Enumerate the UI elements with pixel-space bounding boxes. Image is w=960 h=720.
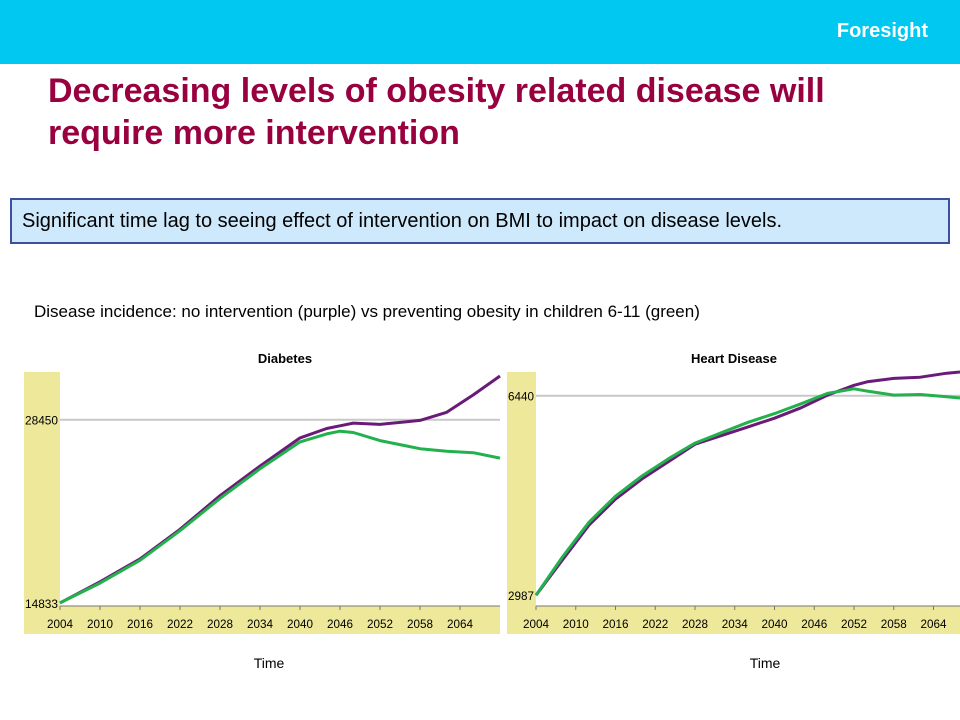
x-tick-label: 2022	[167, 617, 193, 631]
x-axis-panel	[24, 606, 500, 634]
y-axis-panel	[507, 372, 536, 634]
x-tick-label: 2046	[801, 617, 827, 631]
chart-subtitle: Disease incidence: no intervention (purp…	[34, 302, 700, 321]
y-tick-label: 2987	[508, 589, 534, 603]
x-tick-label: 2004	[523, 617, 549, 631]
slide-title: Decreasing levels of obesity related dis…	[48, 72, 825, 152]
chart-title-heart-disease: Heart Disease	[691, 351, 777, 366]
x-tick-label: 2058	[881, 617, 907, 631]
x-tick-label: 2034	[247, 617, 273, 631]
x-tick-label: 2040	[287, 617, 313, 631]
x-axis-label-heart-disease: Time	[749, 655, 781, 671]
x-tick-label: 2010	[87, 617, 113, 631]
x-axis-label-diabetes: Time	[253, 655, 285, 671]
y-tick-label: 14833	[25, 597, 58, 611]
x-tick-label: 2010	[563, 617, 589, 631]
x-tick-label: 2034	[722, 617, 748, 631]
x-tick-label: 2028	[682, 617, 708, 631]
x-tick-label: 2052	[367, 617, 393, 631]
x-tick-label: 2058	[407, 617, 433, 631]
x-tick-label: 2004	[47, 617, 73, 631]
x-tick-label: 2022	[642, 617, 668, 631]
x-tick-label: 2052	[841, 617, 867, 631]
chart-heart-disease: 2987 6440 2004 2010 2016 2022 2028 2034 2040 2046…	[507, 370, 960, 634]
x-tick-label: 2028	[207, 617, 233, 631]
series-line-prevention	[59, 429, 501, 605]
chart-diabetes: 14833 28450 2004 2010 2016 2022 2028 2034 2040 20…	[24, 372, 501, 634]
x-tick-label: 2016	[127, 617, 153, 631]
x-tick-label: 2016	[603, 617, 629, 631]
x-axis-panel	[507, 606, 960, 634]
x-tick-label: 2064	[921, 617, 947, 631]
x-tick-label: 2040	[762, 617, 788, 631]
y-tick-label: 28450	[25, 414, 58, 428]
y-tick-label: 6440	[508, 390, 534, 404]
header-bar: Foresight	[0, 0, 960, 64]
callout-box: Significant time lag to seeing effect of…	[10, 198, 950, 244]
x-tick-label: 2064	[447, 617, 473, 631]
y-axis-panel	[24, 372, 60, 634]
brand-logo: Foresight	[836, 20, 928, 42]
callout-text: Significant time lag to seeing effect of…	[22, 210, 783, 232]
series-line-no-intervention	[534, 370, 960, 597]
series-line-prevention	[534, 387, 960, 597]
x-tick-label: 2046	[327, 617, 353, 631]
chart-title-diabetes: Diabetes	[257, 351, 313, 366]
